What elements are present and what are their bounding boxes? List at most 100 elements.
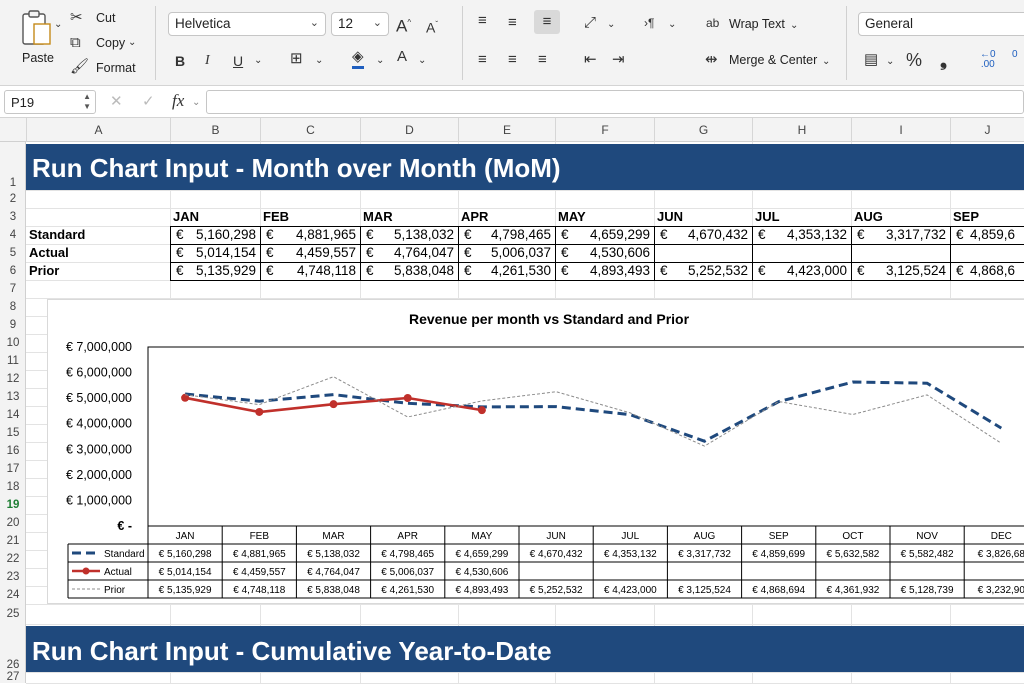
table-cell[interactable] xyxy=(950,244,1024,263)
row-header-8[interactable]: 8 xyxy=(9,301,17,313)
wrap-text-icon[interactable]: ab xyxy=(706,16,720,30)
column-header-j[interactable]: J xyxy=(950,118,1024,142)
align-left-icon[interactable]: ≡ xyxy=(478,51,487,68)
increase-font-icon[interactable]: A^ xyxy=(396,16,412,36)
column-header-c[interactable]: C xyxy=(260,118,360,142)
row-header-18[interactable]: 18 xyxy=(6,481,20,493)
table-cell[interactable] xyxy=(851,244,951,263)
title-banner-mom[interactable]: Run Chart Input - Month over Month (MoM) xyxy=(26,144,1024,190)
column-header-a[interactable]: A xyxy=(26,118,170,142)
cut-button[interactable]: Cut xyxy=(96,11,116,25)
table-cell[interactable] xyxy=(752,244,852,263)
row-header-3[interactable]: 3 xyxy=(9,211,17,223)
title-banner-ytd[interactable]: Run Chart Input - Cumulative Year-to-Dat… xyxy=(26,626,1024,672)
month-header[interactable]: MAR xyxy=(363,209,393,224)
increase-indent-icon[interactable]: ⇥ xyxy=(612,51,625,68)
chevron-down-icon[interactable]: ⌄ xyxy=(315,55,324,66)
decrease-indent-icon[interactable]: ⇤ xyxy=(584,51,597,68)
copy-icon[interactable]: ⧉ xyxy=(70,34,81,51)
borders-icon[interactable]: ⊞ xyxy=(290,50,303,67)
row-header-12[interactable]: 12 xyxy=(6,373,20,385)
chevron-down-icon[interactable]: ⌄ xyxy=(790,20,799,31)
paste-button[interactable]: Paste xyxy=(14,8,62,68)
row-header-6[interactable]: 6 xyxy=(9,265,17,277)
row-label-prior[interactable]: Prior xyxy=(29,263,60,278)
month-header[interactable]: APR xyxy=(461,209,489,224)
chevron-down-icon[interactable]: ⌄ xyxy=(886,56,895,67)
align-right-icon[interactable]: ≡ xyxy=(538,51,547,68)
table-cell[interactable] xyxy=(950,262,1024,281)
column-header-b[interactable]: B xyxy=(170,118,260,142)
align-top-icon[interactable]: ≡ xyxy=(478,12,487,29)
row-label-actual[interactable]: Actual xyxy=(29,245,69,260)
row-header-4[interactable]: 4 xyxy=(9,229,17,241)
percent-icon[interactable]: % xyxy=(906,50,923,70)
chevron-down-icon[interactable]: ⌄ xyxy=(54,19,63,30)
row-header-19[interactable]: 19 xyxy=(6,499,20,511)
merge-center-icon[interactable]: ⇹ xyxy=(705,51,718,68)
format-painter-icon[interactable]: 🖌 xyxy=(70,58,90,75)
row-header-10[interactable]: 10 xyxy=(6,337,20,349)
fill-color-icon[interactable]: ◈ xyxy=(352,48,364,69)
chevron-down-icon[interactable]: ⌄ xyxy=(668,19,677,30)
font-color-icon[interactable]: A xyxy=(397,48,408,65)
month-header[interactable]: SEP xyxy=(953,209,980,224)
orientation-icon[interactable]: ⤢ xyxy=(584,14,597,31)
align-center-icon[interactable]: ≡ xyxy=(508,51,517,68)
row-header-16[interactable]: 16 xyxy=(6,445,20,457)
column-header-f[interactable]: F xyxy=(555,118,654,142)
cancel-icon[interactable]: ✕ xyxy=(110,93,123,110)
month-header[interactable]: AUG xyxy=(854,209,883,224)
column-header-i[interactable]: I xyxy=(851,118,950,142)
row-header-24[interactable]: 24 xyxy=(6,589,20,601)
comma-style-icon[interactable]: ❟ xyxy=(940,50,948,70)
row-header-2[interactable]: 2 xyxy=(9,193,17,205)
row-header-17[interactable]: 17 xyxy=(6,463,20,475)
decrease-font-icon[interactable]: Aˇ xyxy=(426,19,439,36)
chevron-down-icon[interactable]: ⌄ xyxy=(376,55,385,66)
row-header-21[interactable]: 21 xyxy=(6,535,20,547)
chevron-down-icon[interactable]: ⌄ xyxy=(418,55,427,66)
align-middle-icon[interactable]: ≡ xyxy=(508,14,517,31)
row-header-1[interactable]: 1 xyxy=(9,177,17,189)
accounting-format-icon[interactable]: ▤ xyxy=(864,51,879,68)
font-name-select[interactable]: Helvetica ⌄ xyxy=(168,12,326,36)
scissors-icon[interactable]: ✂ xyxy=(70,9,83,26)
month-header[interactable]: JAN xyxy=(173,209,200,224)
italic-icon[interactable]: I xyxy=(205,53,210,68)
row-header-9[interactable]: 9 xyxy=(9,319,17,331)
insert-function-icon[interactable]: fx xyxy=(172,91,185,110)
underline-icon[interactable]: U xyxy=(233,53,244,69)
copy-button[interactable]: Copy xyxy=(96,36,126,50)
wrap-text-button[interactable]: Wrap Text xyxy=(729,17,785,31)
chevron-down-icon[interactable]: ⌄ xyxy=(128,37,137,48)
align-bottom-icon[interactable]: ≡ xyxy=(534,10,560,34)
column-header-h[interactable]: H xyxy=(752,118,851,142)
chevron-down-icon[interactable]: ⌄ xyxy=(254,55,263,66)
row-header-7[interactable]: 7 xyxy=(9,283,17,295)
chevron-down-icon[interactable]: ⌄ xyxy=(607,19,616,30)
row-header-25[interactable]: 25 xyxy=(6,608,20,620)
row-header-5[interactable]: 5 xyxy=(9,247,17,259)
format-painter-button[interactable]: Format xyxy=(96,61,136,75)
row-header-11[interactable]: 11 xyxy=(7,355,19,367)
row-header-20[interactable]: 20 xyxy=(6,517,20,529)
table-cell[interactable] xyxy=(654,244,753,263)
month-header[interactable]: JUN xyxy=(657,209,684,224)
row-header-13[interactable]: 13 xyxy=(6,391,20,403)
month-header[interactable]: FEB xyxy=(263,209,289,224)
column-header-d[interactable]: D xyxy=(360,118,458,142)
number-format-select[interactable]: General xyxy=(858,12,1024,36)
select-all-corner[interactable] xyxy=(0,118,26,142)
confirm-icon[interactable]: ✓ xyxy=(142,93,155,110)
decrease-decimal-icon[interactable]: 0 xyxy=(1012,49,1018,60)
name-box[interactable]: P19 ▲ ▼ xyxy=(4,90,96,114)
text-direction-icon[interactable]: ›¶ xyxy=(644,16,655,30)
row-header-23[interactable]: 23 xyxy=(6,571,20,583)
formula-input[interactable] xyxy=(206,90,1024,114)
chevron-down-icon[interactable]: ⌄ xyxy=(822,56,831,67)
row-header-27[interactable]: 27 xyxy=(6,671,20,683)
font-size-select[interactable]: 12 ⌄ xyxy=(331,12,389,36)
chevron-down-icon[interactable]: ⌄ xyxy=(192,97,201,108)
month-header[interactable]: MAY xyxy=(558,209,586,224)
